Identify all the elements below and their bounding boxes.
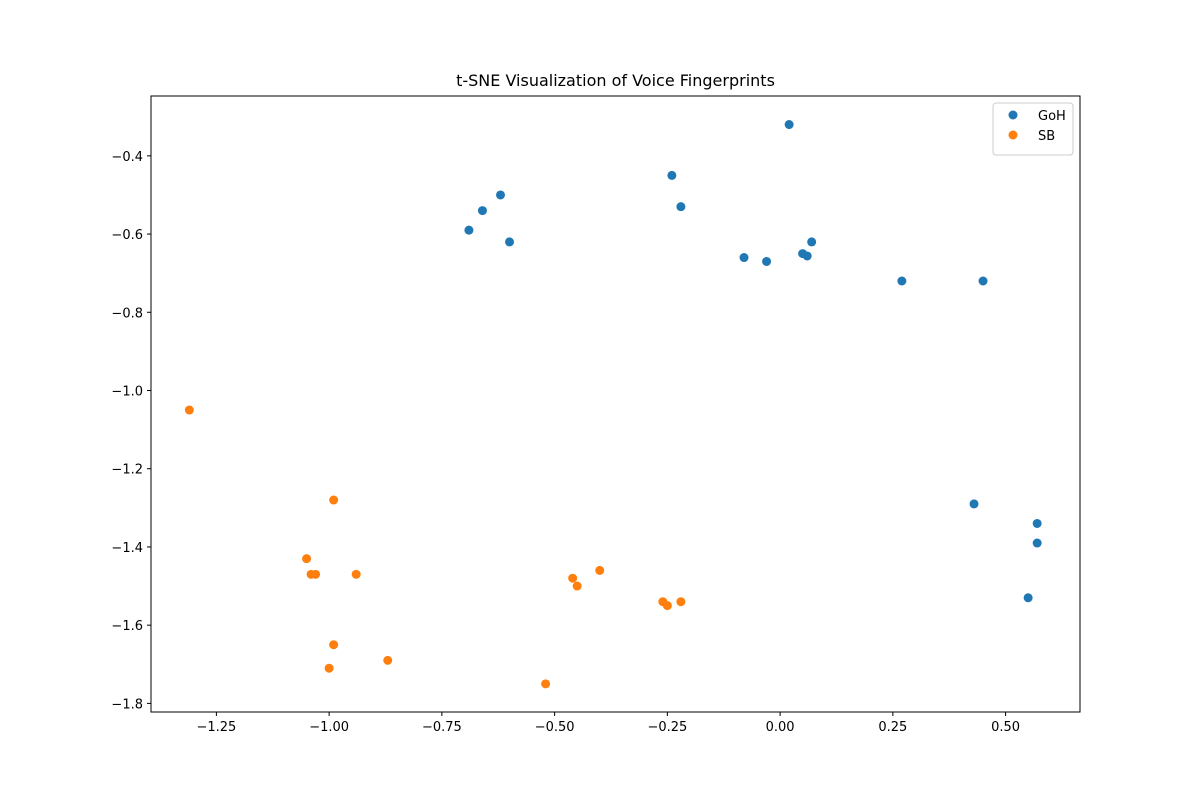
legend-marker-goh [1008, 110, 1018, 120]
data-point-sb-6 [329, 640, 339, 650]
x-tick-label: −1.25 [196, 720, 236, 735]
data-point-goh-15 [1032, 518, 1042, 528]
x-tick-label: −0.75 [422, 720, 462, 735]
y-tick-label: −1.4 [111, 541, 143, 556]
y-tick-label: −0.6 [111, 228, 143, 243]
data-point-sb-0 [184, 405, 194, 415]
data-point-sb-14 [676, 597, 686, 607]
plot-frame [150, 95, 1081, 713]
data-point-sb-10 [572, 581, 582, 591]
data-point-goh-16 [1032, 538, 1042, 548]
data-point-goh-7 [739, 253, 749, 263]
data-point-sb-1 [329, 495, 339, 505]
data-point-sb-9 [568, 573, 578, 583]
data-point-goh-11 [807, 237, 817, 247]
data-point-sb-13 [662, 601, 672, 611]
data-point-goh-10 [802, 251, 812, 261]
data-point-sb-8 [383, 655, 393, 665]
x-tick-label: 0.00 [766, 720, 795, 735]
y-tick-label: −1.2 [111, 463, 143, 478]
data-point-goh-0 [784, 120, 794, 130]
legend-marker-sb [1008, 130, 1018, 140]
x-tick-label: 0.50 [991, 720, 1020, 735]
x-tick-label: 0.25 [878, 720, 907, 735]
legend-label-goh: GoH [1038, 109, 1066, 124]
data-point-sb-4 [311, 569, 321, 579]
y-tick-label: −1.0 [111, 385, 143, 400]
y-tick-label: −0.4 [111, 150, 143, 165]
data-point-goh-14 [969, 499, 979, 509]
chart-title: t-SNE Visualization of Voice Fingerprint… [456, 71, 775, 90]
y-tick-label: −1.8 [111, 697, 143, 712]
data-point-goh-4 [676, 202, 686, 212]
data-point-goh-1 [667, 170, 677, 180]
data-point-goh-13 [978, 276, 988, 286]
x-tick-label: −1.00 [309, 720, 349, 735]
y-tick-label: −1.6 [111, 619, 143, 634]
ticks-layer: −1.25 −1.00 −0.75 −0.50 −0.25 0.00 0.25 0.50 −0.… [111, 150, 1020, 735]
data-point-sb-15 [541, 679, 551, 689]
data-point-goh-5 [464, 225, 474, 235]
points-layer [184, 120, 1042, 689]
data-point-goh-6 [505, 237, 515, 247]
data-point-goh-8 [762, 256, 772, 266]
x-tick-label: −0.25 [647, 720, 687, 735]
legend: GoH SB [992, 102, 1074, 156]
data-point-goh-17 [1023, 593, 1033, 603]
x-tick-label: −0.50 [535, 720, 575, 735]
data-point-goh-3 [477, 206, 487, 216]
data-point-sb-11 [595, 565, 605, 575]
data-point-sb-5 [351, 569, 361, 579]
y-tick-label: −0.8 [111, 306, 143, 321]
legend-label-sb: SB [1038, 129, 1055, 144]
data-point-sb-2 [302, 554, 312, 564]
data-point-sb-7 [324, 663, 334, 673]
data-point-goh-12 [897, 276, 907, 286]
data-point-goh-2 [496, 190, 506, 200]
